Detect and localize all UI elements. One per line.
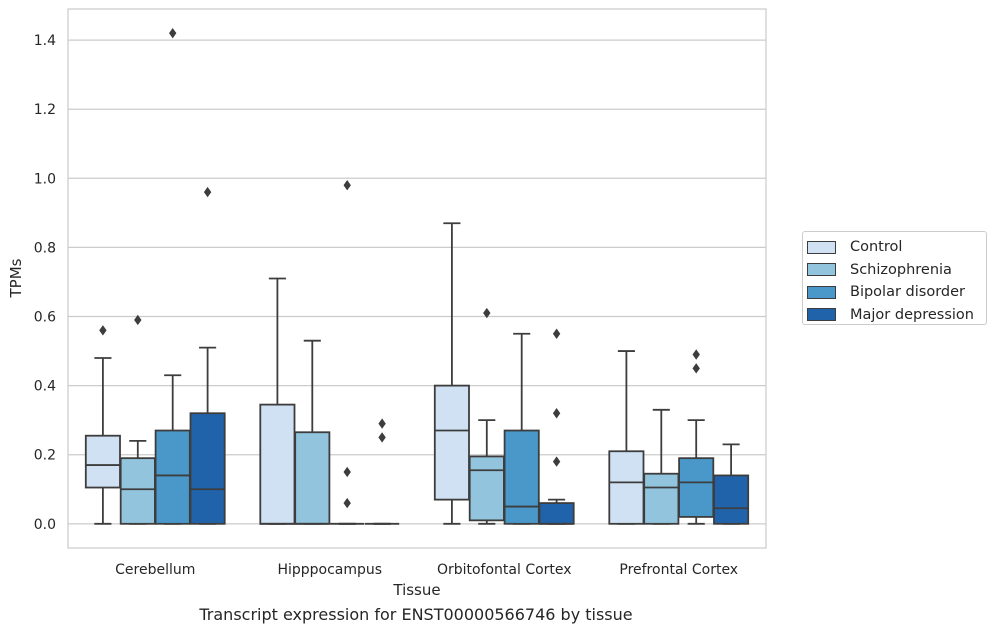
legend-item-major-depression: Major depression (807, 304, 986, 327)
legend-label-major-depression: Major depression (850, 306, 974, 323)
box-major-depression (713, 443, 750, 525)
legend-label-control: Control (850, 239, 903, 256)
box-major-depression (189, 186, 226, 525)
box-iqr (119, 457, 156, 525)
box-schizophrenia (468, 307, 505, 525)
box-schizophrenia (294, 339, 331, 525)
box-iqr (84, 434, 121, 489)
legend-swatch-major-depression (807, 308, 836, 322)
legend-label-bipolar-disorder: Bipolar disorder (850, 284, 965, 301)
box-major-depression (538, 328, 575, 525)
outlier-point (343, 497, 351, 509)
y-tick-labels: 0.0 0.2 0.4 0.6 0.8 1.0 1.2 1.4 (34, 33, 56, 533)
outlier-point (134, 314, 142, 326)
legend: Control Schizophrenia Bipolar disorder M… (802, 231, 987, 325)
x-tick-label: Hipppocampus (277, 562, 382, 578)
x-tick-label: Orbitofontal Cortex (437, 562, 572, 578)
legend-swatch-schizophrenia (807, 263, 836, 277)
box-iqr (678, 457, 715, 518)
x-tick-label: Cerebellum (115, 562, 195, 578)
legend-item-schizophrenia: Schizophrenia (807, 259, 986, 282)
box-iqr (713, 474, 750, 525)
outlier-point (343, 466, 351, 478)
legend-item-bipolar-disorder: Bipolar disorder (807, 281, 986, 304)
box-iqr (643, 472, 680, 525)
legend-label-schizophrenia: Schizophrenia (850, 261, 952, 278)
y-tick-label: 0.8 (34, 240, 56, 256)
box-control (433, 222, 470, 525)
box-control (84, 325, 121, 525)
outlier-point (378, 418, 386, 429)
x-tick-label: Prefrontal Cortex (619, 562, 738, 578)
figure-caption: Transcript expression for ENST0000056674… (199, 605, 633, 624)
box-iqr (538, 502, 575, 525)
outlier-point (378, 432, 386, 443)
box-iqr (433, 384, 470, 501)
box-iqr (608, 450, 645, 525)
box-control (608, 350, 645, 525)
y-tick-label: 0.2 (34, 448, 56, 464)
box-bipolar-disorder (154, 27, 191, 525)
box-bipolar-disorder (503, 332, 540, 525)
outlier-point (692, 363, 700, 374)
outlier-point (692, 349, 700, 360)
x-tick-labels: Cerebellum Hipppocampus Orbitofontal Corte… (115, 562, 738, 578)
box-iqr (189, 412, 226, 525)
legend-swatch-control (807, 240, 836, 254)
box-iqr (259, 403, 296, 525)
y-axis-label: TPMs (7, 258, 25, 298)
outlier-point (203, 186, 212, 198)
box-bipolar-disorder (330, 180, 365, 525)
box-schizophrenia (643, 408, 680, 525)
outlier-point (552, 328, 561, 339)
box-bipolar-disorder (678, 349, 715, 525)
y-tick-label: 0.4 (34, 379, 56, 395)
box-major-depression (364, 418, 400, 525)
box-iqr (154, 429, 191, 525)
outlier-point (552, 408, 561, 419)
outlier-point (99, 325, 107, 336)
box-control (259, 277, 296, 525)
legend-swatch-bipolar-disorder (807, 285, 836, 299)
outlier-point (169, 27, 177, 39)
box-iqr (468, 455, 505, 522)
box-iqr (503, 429, 540, 525)
y-tick-label: 1.0 (34, 171, 56, 187)
legend-item-control: Control (807, 236, 986, 259)
outlier-point (552, 456, 561, 467)
plot-frame (67, 8, 767, 549)
box-plot-groups (84, 27, 750, 525)
y-tick-label: 1.4 (34, 33, 56, 49)
outlier-point (483, 307, 491, 319)
x-axis-label: Tissue (392, 581, 440, 599)
y-tick-label: 0.0 (34, 517, 56, 533)
outlier-point (343, 180, 351, 191)
y-tick-label: 1.2 (34, 102, 56, 118)
y-tick-label: 0.6 (34, 310, 56, 326)
box-schizophrenia (119, 314, 156, 525)
box-iqr (294, 431, 331, 525)
